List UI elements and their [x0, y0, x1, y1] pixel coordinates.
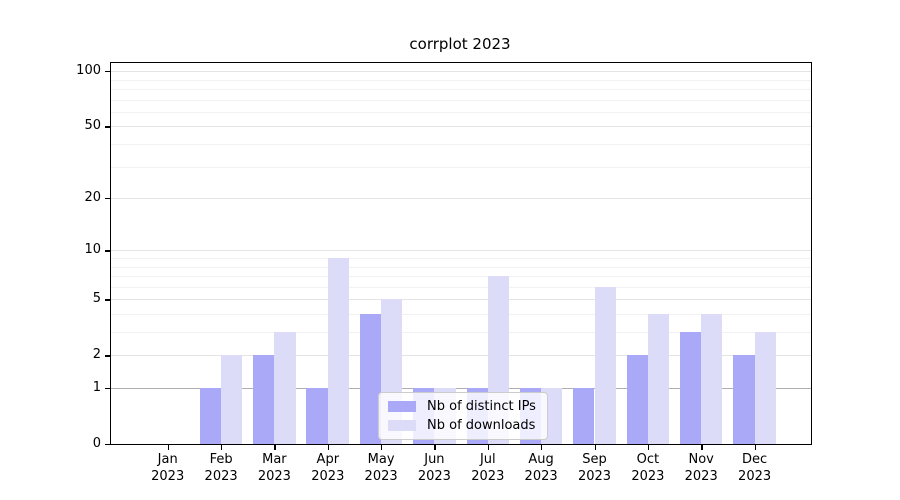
x-tick [594, 445, 596, 450]
legend-swatch-distinct-ips [388, 401, 416, 412]
y-gridline-minor [111, 89, 811, 90]
x-tick [541, 445, 543, 450]
x-tick-label: Apr 2023 [311, 452, 345, 484]
x-tick [327, 445, 330, 450]
x-tick-label: Dec 2023 [738, 452, 772, 484]
y-gridline-major [111, 71, 811, 73]
x-tick-label: May 2023 [364, 452, 398, 484]
x-tick [647, 445, 650, 450]
x-tick [221, 445, 223, 450]
bar-distinct-ips [679, 332, 702, 444]
bar-downloads [701, 314, 723, 444]
y-tick-label: 2 [92, 347, 101, 363]
x-tick-label: Feb 2023 [204, 452, 238, 484]
x-tick [754, 445, 756, 450]
y-tick [105, 250, 110, 252]
y-gridline-minor [111, 166, 811, 168]
x-tick-label: Mar 2023 [257, 452, 291, 484]
bar-downloads [221, 355, 243, 444]
y-gridline-major [111, 250, 811, 252]
x-tick-label: Jun 2023 [417, 452, 451, 484]
y-tick [105, 71, 110, 73]
y-gridline-minor [111, 314, 811, 315]
bar-distinct-ips [359, 314, 382, 444]
y-gridline-minor [111, 286, 811, 288]
x-tick-label: Aug 2023 [524, 452, 558, 484]
chart-title: corrplot 2023 [409, 35, 511, 53]
x-tick [381, 445, 383, 450]
legend-label-distinct-ips: Nb of distinct IPs [427, 399, 536, 414]
x-tick-label: Sep 2023 [577, 452, 612, 484]
y-tick [105, 388, 110, 390]
y-tick-label: 0 [92, 436, 101, 451]
y-gridline-minor [111, 144, 811, 145]
bar-distinct-ips [253, 355, 275, 444]
y-tick [105, 299, 110, 301]
y-tick [105, 126, 110, 128]
x-tick-label: Nov 2023 [684, 452, 718, 484]
y-tick [105, 444, 110, 446]
y-gridline-minor [111, 258, 811, 259]
plot-area: 0 1 2 5 10 20 50 100 Jan 2023 Feb 2023 Mar 2023 Apr 202… [76, 62, 812, 484]
y-gridline-minor [111, 79, 811, 81]
y-gridline-major [111, 299, 811, 301]
x-tick [487, 445, 490, 450]
y-gridline-minor [111, 111, 811, 113]
y-gridline-major [111, 355, 811, 357]
x-tick-label: Oct 2023 [631, 452, 665, 484]
y-tick-label: 20 [84, 190, 101, 205]
y-tick-label: 10 [84, 242, 101, 258]
y-tick-label: 100 [76, 63, 101, 79]
y-tick-label: 50 [84, 118, 101, 134]
y-gridline-major [111, 198, 811, 199]
x-tick-label: Jul 2023 [471, 452, 505, 484]
y-gridline-minor [111, 99, 811, 101]
y-gridline-major [111, 126, 811, 128]
x-tick [274, 445, 276, 450]
y-gridline-emphasized [111, 388, 811, 389]
x-tick [167, 445, 170, 450]
bar-distinct-ips [306, 388, 328, 444]
bar-distinct-ips [733, 355, 755, 444]
x-tick [701, 445, 703, 450]
legend-label-downloads: Nb of downloads [427, 418, 536, 433]
bar-distinct-ips [626, 355, 648, 444]
legend-row-downloads: Nb of downloads [388, 418, 536, 433]
y-tick [105, 355, 110, 357]
x-tick [434, 445, 436, 450]
legend-row-distinct-ips: Nb of distinct IPs [388, 399, 536, 414]
y-gridline-minor [111, 332, 811, 333]
y-gridline-minor [111, 266, 811, 268]
bar-downloads [274, 332, 296, 444]
bar-distinct-ips [199, 388, 222, 444]
y-tick-label: 5 [92, 291, 101, 307]
legend-swatch-downloads [388, 420, 416, 431]
bar-downloads [594, 286, 616, 444]
y-tick [105, 198, 110, 200]
bar-downloads [754, 332, 776, 444]
bar-downloads [647, 314, 670, 444]
legend: Nb of distinct IPs Nb of downloads [378, 392, 548, 440]
y-gridline-minor [111, 276, 811, 277]
bar-downloads [327, 258, 350, 444]
bar-distinct-ips [573, 388, 595, 444]
y-tick-label: 1 [92, 380, 101, 395]
x-tick-label: Jan 2023 [151, 452, 185, 484]
